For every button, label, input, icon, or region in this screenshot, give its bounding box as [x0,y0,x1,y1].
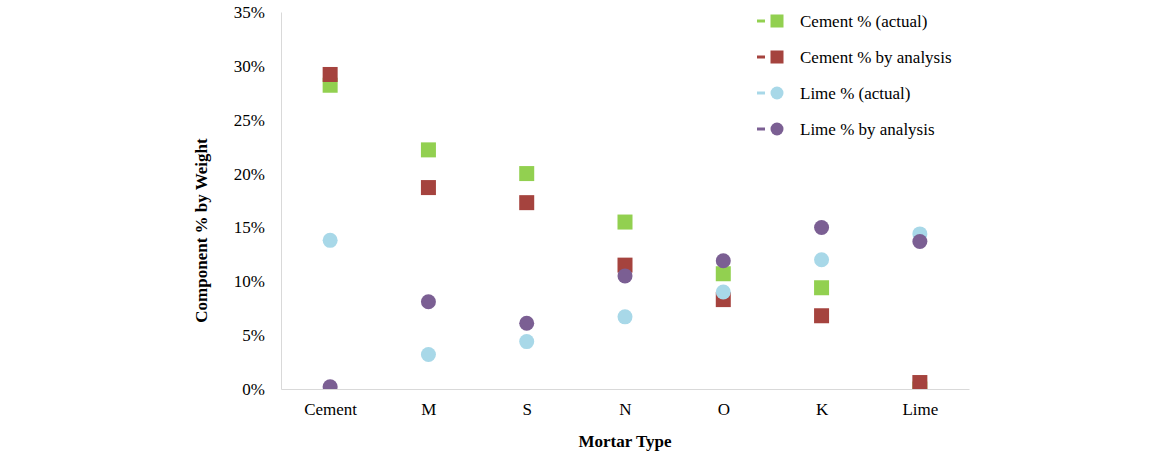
data-point [519,334,534,349]
y-tick: 25% [234,111,281,130]
legend-label: Lime % by analysis [800,120,935,139]
legend: Cement % (actual) Cement % by analysis Lim… [757,12,952,139]
x-tick-label: Cement [304,400,357,419]
legend-line [757,56,765,59]
legend-marker [771,123,784,136]
y-tick: 20% [234,165,281,184]
y-axis-line [281,13,282,390]
data-point [519,316,534,331]
legend-line [757,92,765,95]
x-tick-label: M [421,400,436,419]
y-tick: 10% [234,272,281,291]
y-tick-label: 0% [242,380,265,399]
data-point [618,215,633,230]
x-tick: N [619,389,631,419]
y-tick-label: 5% [242,326,265,345]
x-axis-title: Mortar Type [578,432,671,451]
y-tick-label: 10% [234,272,265,291]
data-point [814,280,829,295]
data-point [323,379,338,389]
data-point [814,308,829,323]
y-tick-label: 35% [234,3,265,22]
y-tick: 30% [234,57,281,76]
points [323,67,928,389]
x-tick-label: K [816,400,829,419]
x-axis-line [282,389,970,390]
x-tick-label: O [718,400,730,419]
legend-line [757,128,765,131]
x-tick: O [718,389,730,419]
data-point [421,180,436,195]
legend-label: Cement % by analysis [800,48,952,67]
data-point [814,252,829,267]
y-tick: 5% [242,326,281,345]
data-point [421,142,436,157]
x-tick: S [522,389,531,419]
y-tick-label: 15% [234,218,265,237]
y-tick: 0% [242,380,281,399]
data-point [421,347,436,362]
data-point [716,253,731,268]
x-tick-label: N [619,400,631,419]
x-tick-label: S [522,400,531,419]
data-point [618,309,633,324]
data-point [814,220,829,235]
data-point [323,233,338,248]
chart: 0% 5% 10% 15% 20% 25% 30% 35% Cement M S N O K Lime Com… [0,0,1163,452]
data-point [912,375,927,389]
data-point [323,67,338,82]
legend-marker [771,51,784,64]
x-tick: M [421,389,436,419]
data-point [519,195,534,210]
legend-line [757,20,765,23]
y-tick-label: 25% [234,111,265,130]
data-point [912,234,927,249]
y-tick: 15% [234,218,281,237]
x-tick-label: Lime [902,400,938,419]
data-point [421,294,436,309]
data-point [716,285,731,300]
y-tick: 35% [234,3,281,22]
legend-marker [771,15,784,28]
x-tick: Lime [902,389,938,419]
y-tick-label: 30% [234,57,265,76]
x-tick: K [816,389,829,419]
y-axis-title: Component % by Weight [192,138,211,323]
x-axis: Cement M S N O K Lime [282,389,970,419]
legend-marker [771,87,784,100]
data-point [618,268,633,283]
y-axis: 0% 5% 10% 15% 20% 25% 30% 35% [234,3,282,399]
y-tick-label: 20% [234,165,265,184]
legend-label: Lime % (actual) [800,84,910,103]
data-point [519,166,534,181]
x-tick: Cement [304,389,357,419]
legend-label: Cement % (actual) [800,12,927,31]
data-point [716,266,731,281]
